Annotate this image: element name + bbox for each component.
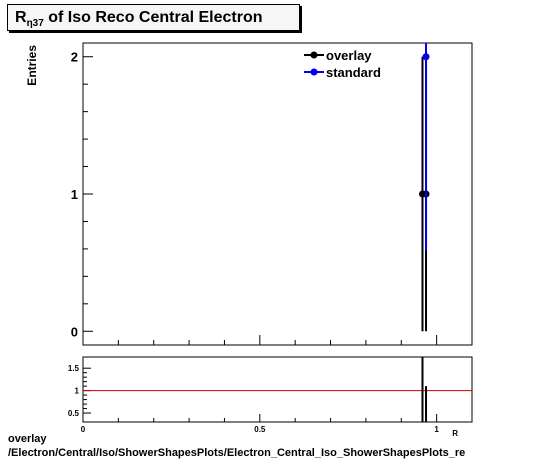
title-rest: of Iso Reco Central Electron	[43, 9, 263, 26]
ratio-plot-frame	[82, 356, 473, 423]
legend-marker-standard	[310, 68, 318, 76]
ratio-y-tick-label: 0.5	[68, 409, 80, 418]
ratio-x-tick-label: 0.5	[254, 425, 266, 434]
ratio-y-tick-label: 1	[75, 387, 80, 396]
x-axis-label: R	[452, 429, 458, 438]
ratio-y-tick-label: 1.5	[68, 364, 80, 373]
main-plot-frame	[82, 42, 473, 346]
y-tick-label: 1	[71, 187, 78, 202]
footer-line-2: /Electron/Central/Iso/ShowerShapesPlots/…	[8, 447, 466, 459]
legend-marker-overlay	[310, 51, 318, 59]
footer-line-1: overlay	[8, 433, 47, 445]
legend-label-standard: standard	[326, 65, 381, 80]
ratio-x-tick-label: 1	[434, 425, 439, 434]
legend-label-overlay: overlay	[326, 48, 372, 63]
y-tick-label: 2	[71, 50, 78, 65]
plot-title: Rη37 of Iso Reco Central Electron	[7, 4, 300, 31]
data-point-standard	[422, 53, 430, 61]
ratio-x-tick-label: 0	[81, 425, 86, 434]
y-axis-label: Entries	[25, 45, 39, 86]
title-subscript: η37	[26, 18, 44, 29]
y-tick-label: 0	[71, 324, 78, 339]
footer-caption: overlay /Electron/Central/Iso/ShowerShap…	[8, 432, 546, 460]
title-main: R	[15, 9, 27, 26]
